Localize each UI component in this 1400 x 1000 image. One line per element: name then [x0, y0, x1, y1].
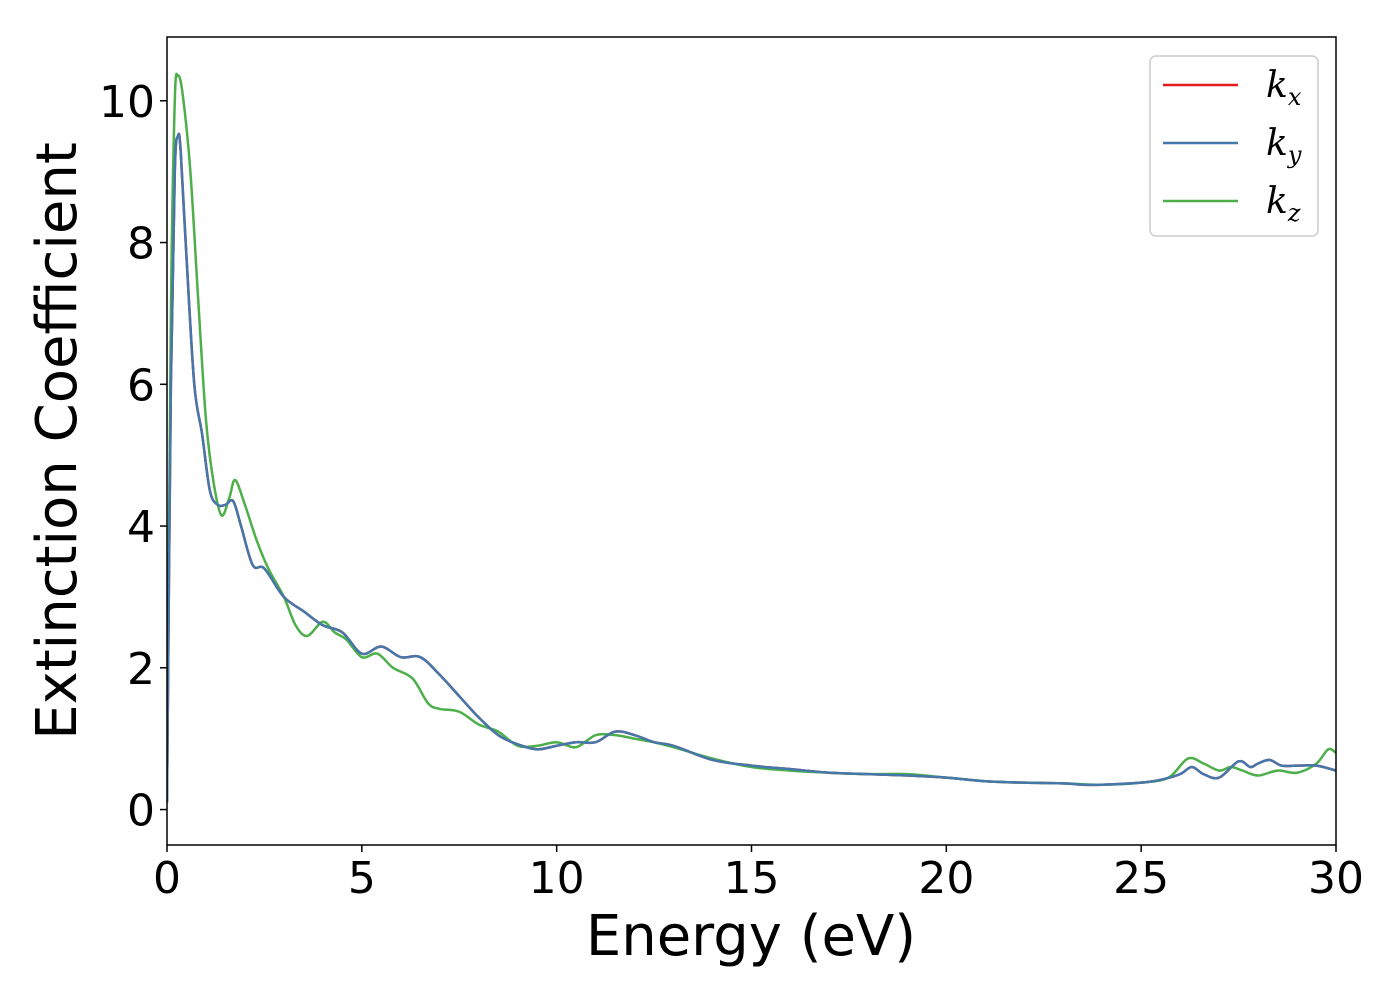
- legend-label-x: kx: [1266, 65, 1302, 111]
- y-tick-label: 10: [99, 77, 155, 128]
- x-tick-label: 10: [529, 853, 585, 904]
- series-line-y: [167, 132, 1336, 803]
- plot-area: [166, 36, 1337, 846]
- series-layer: [167, 72, 1336, 803]
- y-axis-ticks: 0 2 4 6 8 10: [99, 77, 167, 837]
- y-tick-label: 8: [127, 219, 155, 270]
- legend-label-z: kz: [1266, 181, 1301, 227]
- y-tick-label: 0: [127, 786, 155, 837]
- y-axis-label: Extinction Coefficient: [25, 142, 90, 740]
- x-tick-label: 25: [1113, 853, 1169, 904]
- y-tick-label: 6: [127, 360, 155, 411]
- legend-box: [1149, 55, 1319, 237]
- x-tick-label: 20: [918, 853, 974, 904]
- y-tick-label: 2: [127, 644, 155, 695]
- x-tick-label: 30: [1308, 853, 1364, 904]
- x-tick-label: 0: [153, 853, 181, 904]
- x-axis-label: Energy (eV): [586, 904, 916, 969]
- y-tick-label: 4: [127, 502, 155, 553]
- legend: kx ky kz: [1149, 55, 1319, 237]
- x-axis-ticks: 0 5 10 15 20 25 30: [153, 845, 1364, 904]
- legend-label-y: ky: [1266, 123, 1302, 169]
- x-tick-label: 5: [348, 853, 376, 904]
- x-tick-label: 15: [724, 853, 780, 904]
